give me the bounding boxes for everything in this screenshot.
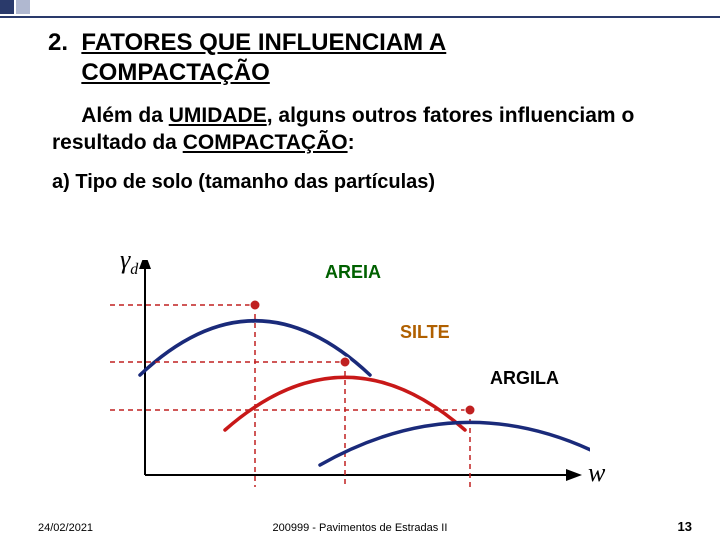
curve-label-silte: SILTE	[400, 322, 450, 343]
section-title: 2. FATORES QUE INFLUENCIAM A COMPACTAÇÃO	[48, 28, 680, 88]
intro-highlight-compactacao: COMPACTAÇÃO	[183, 131, 348, 154]
chart-area: AREIA SILTE ARGILA	[90, 260, 590, 498]
intro-post: :	[348, 131, 355, 154]
title-line1: FATORES QUE INFLUENCIAM A	[81, 29, 446, 56]
title-line2: COMPACTAÇÃO	[81, 59, 269, 86]
top-divider	[0, 16, 720, 18]
gamma-symbol: γ	[120, 245, 130, 274]
intro-pre: Além da	[81, 104, 169, 127]
intro-highlight-umidade: UMIDADE	[169, 104, 267, 127]
curve-label-areia: AREIA	[325, 262, 381, 283]
section-number: 2.	[48, 29, 68, 56]
y-axis-symbol: γd	[120, 245, 138, 279]
curve-label-argila: ARGILA	[490, 368, 559, 389]
x-axis-symbol: w	[588, 458, 605, 488]
intro-text: Além da UMIDADE, alguns outros fatores i…	[48, 102, 680, 157]
footer-center: 200999 - Pavimentos de Estradas II	[0, 522, 720, 534]
footer-page: 13	[678, 519, 692, 534]
item-a: a) Tipo de solo (tamanho das partículas)	[48, 171, 680, 194]
gamma-sub: d	[130, 261, 138, 278]
